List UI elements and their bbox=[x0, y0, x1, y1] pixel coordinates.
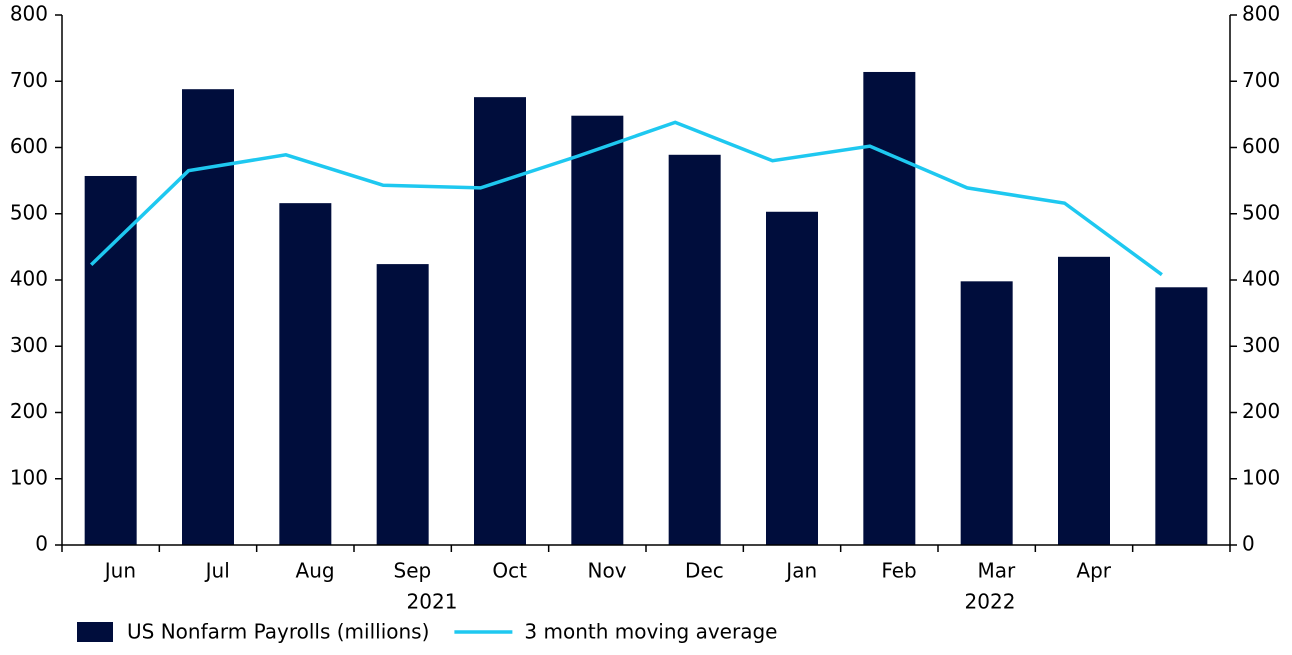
bar bbox=[474, 97, 526, 546]
y-tick-label: 400 bbox=[10, 267, 48, 291]
y2-tick-label: 200 bbox=[1242, 399, 1280, 423]
bar bbox=[863, 71, 916, 545]
y2-tick-label: 100 bbox=[1242, 465, 1280, 489]
y-tick-label: 300 bbox=[10, 333, 48, 357]
bar bbox=[668, 154, 721, 545]
x-tick-label: Nov bbox=[588, 559, 627, 583]
x-tick-label: Sep bbox=[394, 559, 432, 583]
y-tick-label: 800 bbox=[10, 2, 48, 26]
bar bbox=[766, 211, 818, 545]
bar bbox=[1058, 256, 1110, 545]
bar bbox=[84, 175, 137, 546]
x-tick-label: Jun bbox=[103, 559, 136, 583]
y2-tick-label: 800 bbox=[1242, 2, 1280, 26]
line-series bbox=[89, 120, 1163, 277]
y2-tick-label: 0 bbox=[1242, 532, 1255, 556]
legend-swatch bbox=[77, 622, 113, 642]
y-tick-label: 100 bbox=[10, 465, 48, 489]
legend-label: US Nonfarm Payrolls (millions) bbox=[127, 620, 429, 644]
bar bbox=[1155, 287, 1208, 545]
legend-label: 3 month moving average bbox=[524, 620, 777, 644]
y-tick-label: 600 bbox=[10, 134, 48, 158]
y2-tick-label: 700 bbox=[1242, 68, 1280, 92]
x-tick-label: Feb bbox=[881, 559, 916, 583]
y2-tick-label: 300 bbox=[1242, 333, 1280, 357]
bar bbox=[960, 281, 1013, 545]
bar bbox=[182, 89, 234, 545]
x-tick-label: Jan bbox=[784, 559, 817, 583]
year-label: 2021 bbox=[407, 590, 458, 614]
x-tick-label: Dec bbox=[685, 559, 724, 583]
x-tick-label: Oct bbox=[492, 559, 527, 583]
bar bbox=[376, 264, 429, 545]
x-tick-label: Aug bbox=[296, 559, 335, 583]
year-label: 2022 bbox=[965, 590, 1016, 614]
bar bbox=[279, 203, 332, 545]
x-tick-label: Mar bbox=[978, 559, 1017, 583]
x-tick-label: Apr bbox=[1076, 559, 1111, 583]
y-tick-label: 200 bbox=[10, 399, 48, 423]
y2-tick-label: 400 bbox=[1242, 267, 1280, 291]
y2-tick-label: 500 bbox=[1242, 200, 1280, 224]
y-tick-label: 700 bbox=[10, 68, 48, 92]
bar bbox=[571, 115, 624, 545]
x-tick-label: Jul bbox=[204, 559, 230, 583]
y-tick-label: 500 bbox=[10, 200, 48, 224]
y2-tick-label: 600 bbox=[1242, 134, 1280, 158]
y-tick-label: 0 bbox=[35, 532, 48, 556]
